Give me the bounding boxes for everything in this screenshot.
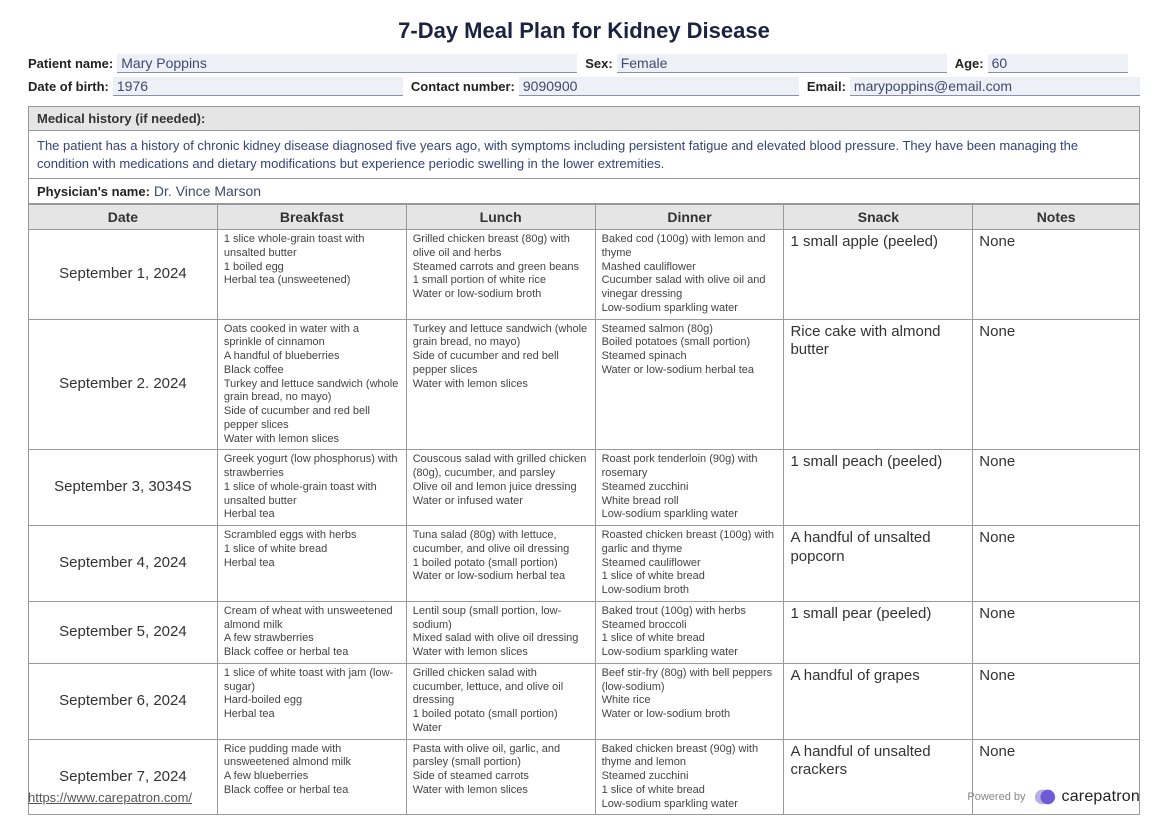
cell: Rice cake with almond butter xyxy=(784,319,973,450)
cell: Baked cod (100g) with lemon and thymeMas… xyxy=(595,230,784,320)
cell: Beef stir-fry (80g) with bell peppers (l… xyxy=(595,663,784,739)
col-lunch: Lunch xyxy=(406,205,595,230)
patient-info: Patient name: Mary Poppins Sex: Female A… xyxy=(28,54,1140,96)
field-sex: Sex: Female xyxy=(585,54,946,73)
page-title: 7-Day Meal Plan for Kidney Disease xyxy=(28,18,1140,44)
col-snack: Snack xyxy=(784,205,973,230)
field-email: Email: marypoppins@email.com xyxy=(807,77,1140,96)
cell: Grilled chicken breast (80g) with olive … xyxy=(406,230,595,320)
cell: Grilled chicken salad with cucumber, let… xyxy=(406,663,595,739)
cell: 1 small pear (peeled) xyxy=(784,601,973,663)
cell: Oats cooked in water with a sprinkle of … xyxy=(217,319,406,450)
cell: None xyxy=(973,601,1140,663)
label-physician: Physician's name: xyxy=(37,184,150,199)
field-patient-name: Patient name: Mary Poppins xyxy=(28,54,577,73)
page: 7-Day Meal Plan for Kidney Disease Patie… xyxy=(0,0,1168,815)
table-row: September 4, 2024Scrambled eggs with her… xyxy=(29,526,1140,602)
col-notes: Notes xyxy=(973,205,1140,230)
meal-plan-table: Date Breakfast Lunch Dinner Snack Notes … xyxy=(28,204,1140,815)
value-patient-name: Mary Poppins xyxy=(117,54,577,73)
cell: None xyxy=(973,319,1140,450)
cell: September 2. 2024 xyxy=(29,319,218,450)
label-dob: Date of birth: xyxy=(28,79,109,94)
cell: 1 small apple (peeled) xyxy=(784,230,973,320)
cell: September 4, 2024 xyxy=(29,526,218,602)
brand-mark-icon xyxy=(1034,786,1056,808)
cell: September 5, 2024 xyxy=(29,601,218,663)
cell: Greek yogurt (low phosphorus) with straw… xyxy=(217,450,406,526)
value-contact: 9090900 xyxy=(519,77,799,96)
table-row: September 6, 20241 slice of white toast … xyxy=(29,663,1140,739)
info-row-2: Date of birth: 1976 Contact number: 9090… xyxy=(28,77,1140,96)
value-email: marypoppins@email.com xyxy=(850,77,1140,96)
brand-logo: carepatron xyxy=(1034,786,1141,808)
cell: Baked trout (100g) with herbsSteamed bro… xyxy=(595,601,784,663)
table-header-row: Date Breakfast Lunch Dinner Snack Notes xyxy=(29,205,1140,230)
cell: Lentil soup (small portion, low-sodium)M… xyxy=(406,601,595,663)
history-header: Medical history (if needed): xyxy=(29,107,1139,131)
powered-by-label: Powered by xyxy=(967,791,1025,803)
cell: September 3, 3034S xyxy=(29,450,218,526)
cell: Turkey and lettuce sandwich (whole grain… xyxy=(406,319,595,450)
cell: 1 slice of white toast with jam (low-sug… xyxy=(217,663,406,739)
brand-name: carepatron xyxy=(1062,788,1141,806)
cell: Couscous salad with grilled chicken (80g… xyxy=(406,450,595,526)
value-dob: 1976 xyxy=(113,77,403,96)
cell: Tuna salad (80g) with lettuce, cucumber,… xyxy=(406,526,595,602)
table-row: September 2. 2024Oats cooked in water wi… xyxy=(29,319,1140,450)
cell: None xyxy=(973,230,1140,320)
label-contact: Contact number: xyxy=(411,79,515,94)
cell: 1 small peach (peeled) xyxy=(784,450,973,526)
col-date: Date xyxy=(29,205,218,230)
footer: https://www.carepatron.com/ Powered by c… xyxy=(28,786,1140,808)
footer-link[interactable]: https://www.carepatron.com/ xyxy=(28,790,192,805)
cell: Steamed salmon (80g)Boiled potatoes (sma… xyxy=(595,319,784,450)
field-dob: Date of birth: 1976 xyxy=(28,77,403,96)
label-sex: Sex: xyxy=(585,56,612,71)
col-breakfast: Breakfast xyxy=(217,205,406,230)
cell: None xyxy=(973,450,1140,526)
field-contact: Contact number: 9090900 xyxy=(411,77,799,96)
info-row-1: Patient name: Mary Poppins Sex: Female A… xyxy=(28,54,1140,73)
history-body: The patient has a history of chronic kid… xyxy=(29,131,1139,178)
field-age: Age: 60 xyxy=(955,54,1128,73)
value-physician: Dr. Vince Marson xyxy=(154,183,261,199)
history-box: Medical history (if needed): The patient… xyxy=(28,106,1140,179)
col-dinner: Dinner xyxy=(595,205,784,230)
cell: A handful of unsalted popcorn xyxy=(784,526,973,602)
cell: None xyxy=(973,663,1140,739)
value-sex: Female xyxy=(617,54,947,73)
table-row: September 1, 20241 slice whole-grain toa… xyxy=(29,230,1140,320)
cell: None xyxy=(973,526,1140,602)
cell: Scrambled eggs with herbs1 slice of whit… xyxy=(217,526,406,602)
cell: Roast pork tenderloin (90g) with rosemar… xyxy=(595,450,784,526)
physician-row: Physician's name: Dr. Vince Marson xyxy=(28,179,1140,204)
cell: A handful of grapes xyxy=(784,663,973,739)
cell: September 1, 2024 xyxy=(29,230,218,320)
cell: Cream of wheat with unsweetened almond m… xyxy=(217,601,406,663)
brand: Powered by carepatron xyxy=(967,786,1140,808)
cell: 1 slice whole-grain toast with unsalted … xyxy=(217,230,406,320)
label-age: Age: xyxy=(955,56,984,71)
table-row: September 5, 2024Cream of wheat with uns… xyxy=(29,601,1140,663)
label-patient-name: Patient name: xyxy=(28,56,113,71)
value-age: 60 xyxy=(988,54,1128,73)
cell: Roasted chicken breast (100g) with garli… xyxy=(595,526,784,602)
cell: September 6, 2024 xyxy=(29,663,218,739)
label-email: Email: xyxy=(807,79,846,94)
table-row: September 3, 3034SGreek yogurt (low phos… xyxy=(29,450,1140,526)
